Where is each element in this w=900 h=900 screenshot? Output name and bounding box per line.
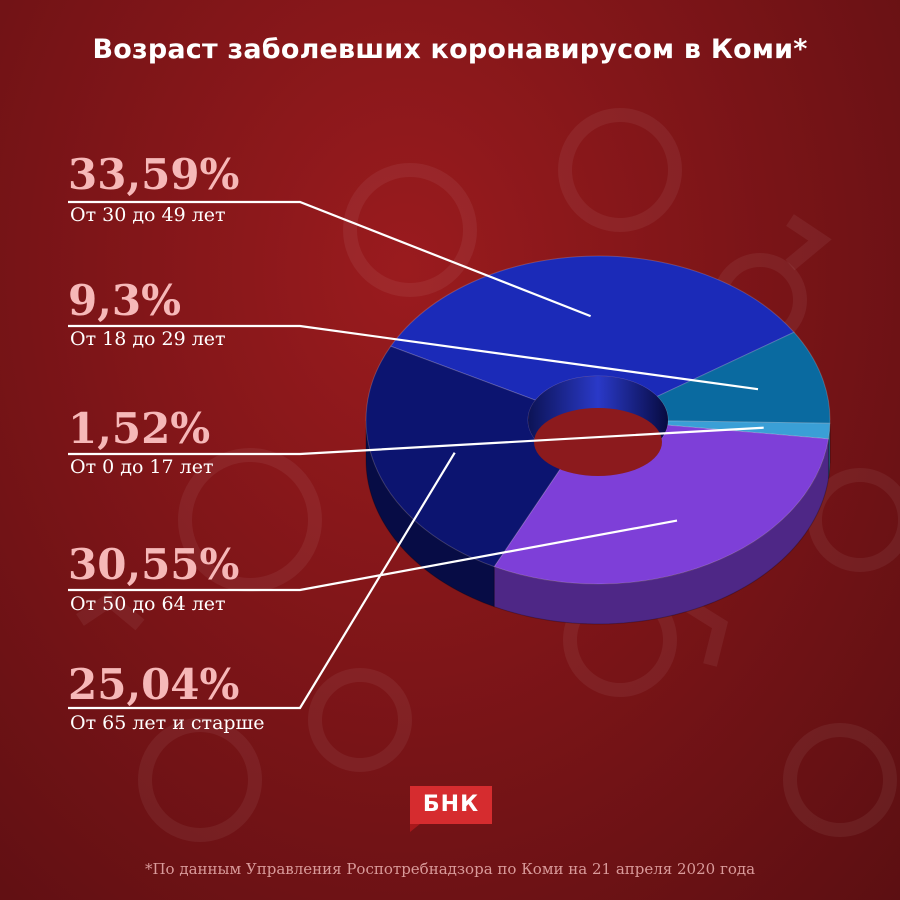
slice-1-label: От 30 до 49 лет bbox=[70, 204, 226, 226]
slice-5-label: От 65 лет и старше bbox=[70, 712, 265, 734]
leader-line-4 bbox=[68, 519, 678, 592]
donut-hole-floor bbox=[534, 408, 662, 476]
slice-5-percent: 25,04% bbox=[68, 660, 240, 709]
slice-1-percent: 33,59% bbox=[68, 150, 240, 199]
slice-4-label: От 50 до 64 лет bbox=[70, 593, 226, 615]
bnk-logo: БНК bbox=[410, 786, 492, 824]
slice-2-label: От 18 до 29 лет bbox=[70, 328, 226, 350]
chart-title: Возраст заболевших коронавирусом в Коми* bbox=[92, 34, 808, 65]
slice-2-percent: 9,3% bbox=[68, 276, 181, 325]
leader-line-5 bbox=[68, 452, 456, 710]
source-footnote: *По данным Управления Роспотребнадзора п… bbox=[144, 860, 756, 878]
leader-line-3 bbox=[68, 426, 764, 456]
leader-line-1 bbox=[68, 200, 592, 318]
bnk-logo-tail bbox=[410, 824, 420, 832]
leader-line-2 bbox=[68, 324, 759, 391]
slice-3-percent: 1,52% bbox=[68, 404, 211, 453]
slice-4-percent: 30,55% bbox=[68, 540, 240, 589]
slice-3-label: От 0 до 17 лет bbox=[70, 456, 214, 478]
